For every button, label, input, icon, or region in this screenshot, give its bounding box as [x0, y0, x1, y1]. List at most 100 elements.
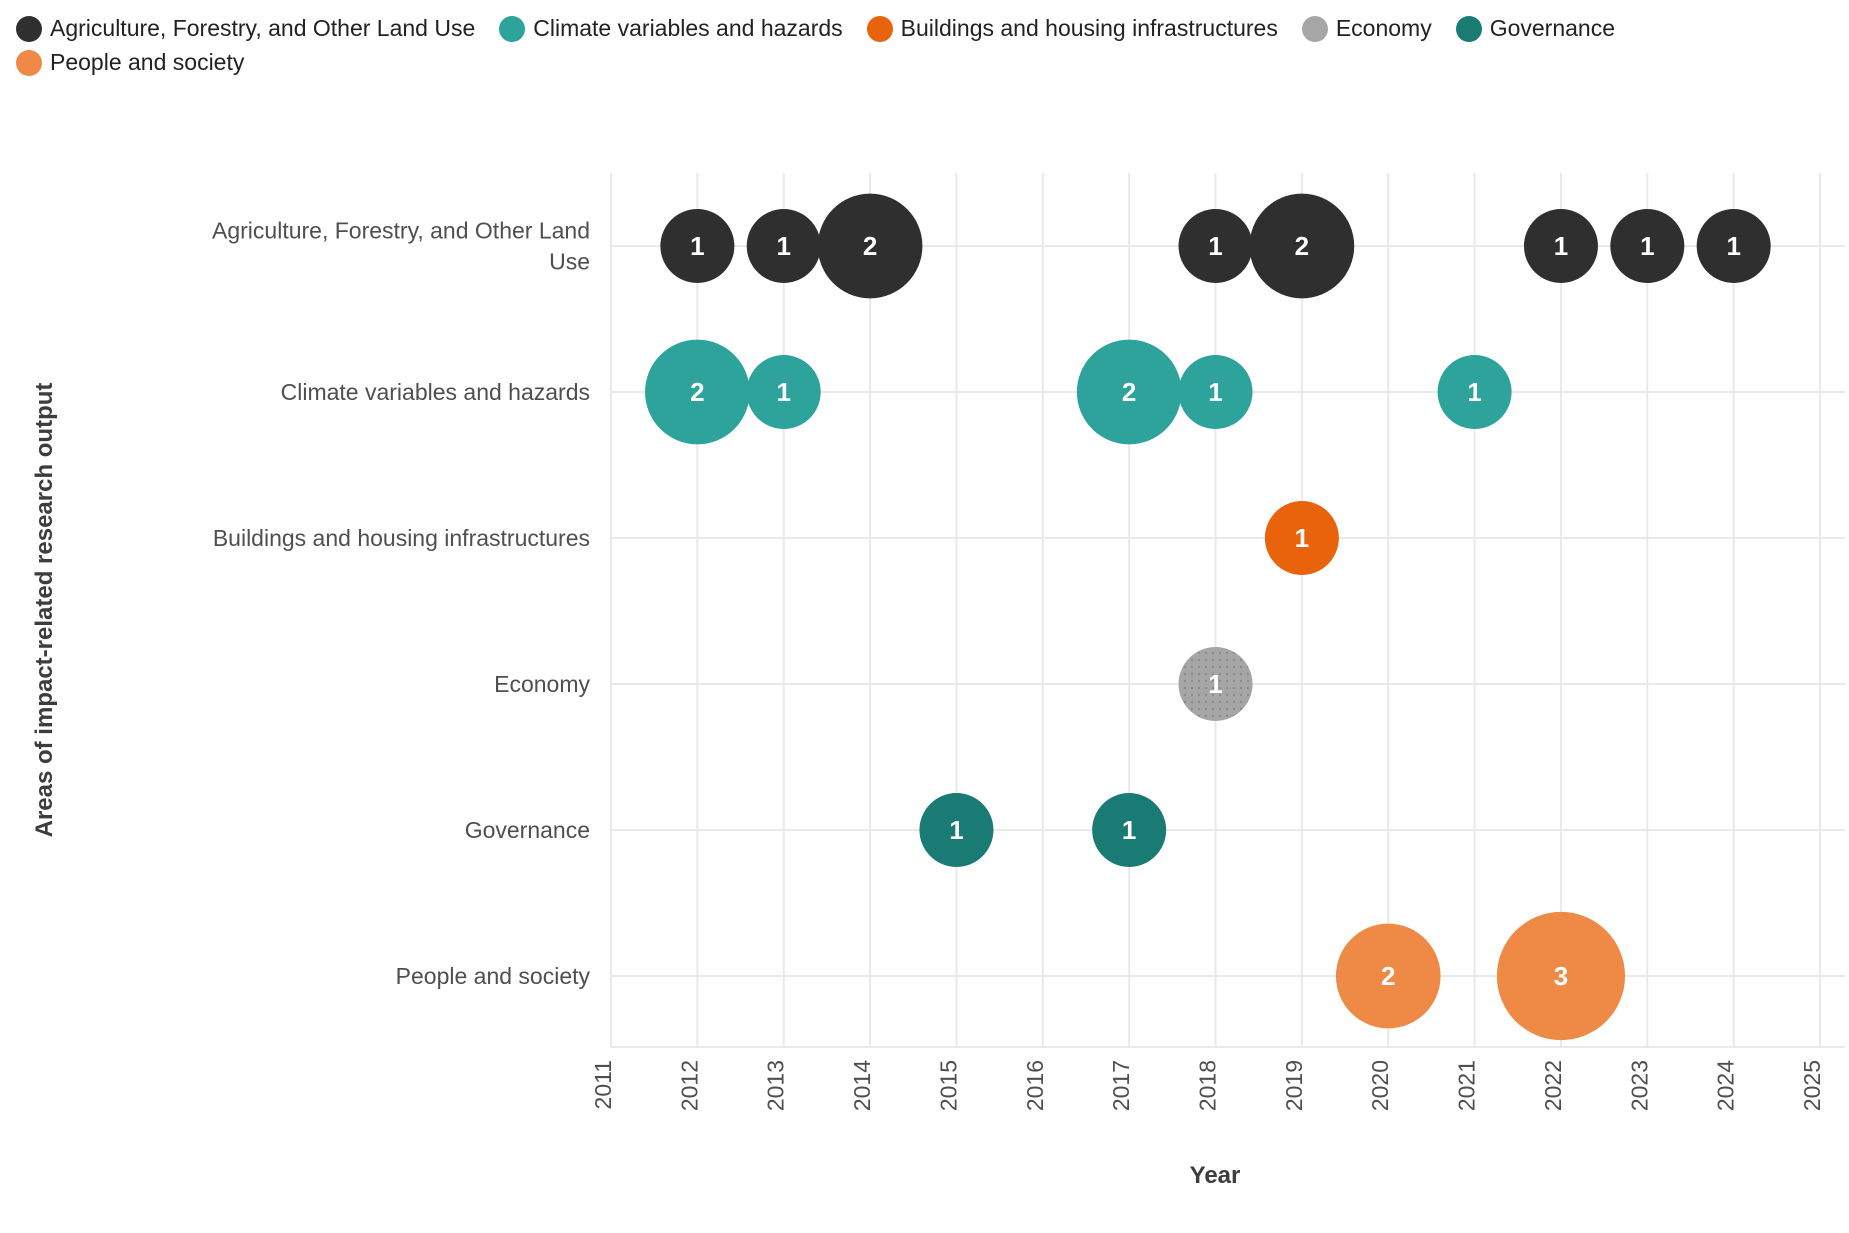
bubble-circle[interactable]: [1178, 209, 1253, 283]
bubble-count-label: 2: [1381, 961, 1395, 991]
bubble-count-label: 2: [1295, 231, 1309, 261]
bubble-circle[interactable]: [1335, 923, 1441, 1029]
bubble-count-label: 1: [1208, 669, 1222, 699]
y-category-label: Climate variables and hazards: [281, 379, 590, 405]
bubble-count-label: 1: [949, 815, 963, 845]
x-tick-label: 2012: [676, 1060, 702, 1111]
data-bubble[interactable]: 2: [817, 193, 923, 299]
x-tick-label: 2024: [1713, 1060, 1739, 1111]
bubble-circle[interactable]: [746, 209, 821, 283]
bubble-count-label: 1: [776, 231, 790, 261]
x-tick-label: 2016: [1022, 1060, 1048, 1111]
y-category-label: Agriculture, Forestry, and Other Land Use: [212, 218, 590, 275]
bubble-circle[interactable]: [1437, 355, 1512, 429]
bubble-count-label: 1: [776, 377, 790, 407]
x-tick-label: 2019: [1281, 1060, 1307, 1111]
bubble-count-label: 2: [863, 231, 877, 261]
bubble-count-label: 2: [1122, 377, 1136, 407]
bubble-circle[interactable]: [817, 193, 923, 299]
axis-labels: Agriculture, Forestry, and Other Land Use…: [31, 218, 1825, 1190]
x-tick-label: 2018: [1195, 1060, 1221, 1111]
x-tick-label: 2025: [1799, 1060, 1825, 1111]
legend-swatch-icon: [16, 15, 42, 42]
legend-item[interactable]: Governance: [1455, 12, 1616, 45]
data-bubble[interactable]: 2: [645, 339, 750, 445]
bubble-circle[interactable]: [1523, 209, 1598, 283]
x-tick-label: 2022: [1540, 1060, 1566, 1111]
bubble-count-label: 2: [690, 377, 704, 407]
bubble-circle[interactable]: [1496, 911, 1626, 1041]
data-bubble[interactable]: 1: [1437, 355, 1512, 429]
data-bubble[interactable]: 2: [1249, 193, 1355, 299]
legend-item[interactable]: Economy: [1301, 12, 1432, 45]
legend-swatch-icon: [1301, 15, 1328, 42]
bubble-circle[interactable]: [660, 209, 735, 283]
bubble-count-label: 1: [1122, 815, 1136, 845]
data-bubble[interactable]: 1: [660, 209, 735, 283]
bubble-circle[interactable]: [1178, 647, 1253, 721]
bubble-count-label: 1: [1640, 231, 1654, 261]
legend-swatch-icon: [1455, 15, 1482, 42]
bubble-count-label: 1: [1554, 231, 1568, 261]
x-tick-label: 2015: [935, 1060, 961, 1111]
y-category-label: Economy: [494, 671, 590, 697]
y-category-label-line: Use: [549, 249, 590, 275]
x-tick-label: 2014: [849, 1060, 875, 1111]
x-tick-label: 2020: [1367, 1060, 1393, 1111]
y-category-label: Governance: [465, 817, 590, 843]
x-tick-label: 2017: [1108, 1060, 1134, 1111]
bubble-circle[interactable]: [1092, 793, 1167, 867]
data-bubble[interactable]: 2: [1335, 923, 1441, 1029]
data-bubble[interactable]: 1: [1610, 209, 1685, 283]
x-tick-label: 2023: [1626, 1060, 1652, 1111]
bubble-count-label: 1: [1208, 377, 1222, 407]
y-category-label: People and society: [396, 963, 591, 989]
legend-item-label: Governance: [1489, 15, 1616, 41]
bubble-circle[interactable]: [1696, 209, 1771, 283]
data-bubble[interactable]: 1: [1523, 209, 1598, 283]
y-axis-title: Areas of impact-related research output: [31, 383, 58, 838]
data-bubble[interactable]: 1: [1264, 501, 1339, 575]
legend-item[interactable]: People and society: [16, 46, 244, 79]
data-bubble[interactable]: 1: [1696, 209, 1771, 283]
bubble-circle[interactable]: [746, 355, 821, 429]
data-bubble[interactable]: 1: [746, 355, 821, 429]
data-bubble[interactable]: 1: [746, 209, 821, 283]
data-bubble[interactable]: 1: [1092, 793, 1167, 867]
bubble-circle[interactable]: [1249, 193, 1355, 299]
bubble-circle[interactable]: [1264, 501, 1339, 575]
bubble-circle[interactable]: [645, 339, 750, 445]
legend-swatch-icon: [16, 49, 42, 76]
legend-item-label: Economy: [1335, 15, 1432, 41]
bubble-circle[interactable]: [1610, 209, 1685, 283]
legend-item-label: Agriculture, Forestry, and Other Land Us…: [50, 15, 476, 41]
data-bubble[interactable]: 1: [1178, 355, 1253, 429]
legend-item[interactable]: Agriculture, Forestry, and Other Land Us…: [16, 12, 475, 45]
data-bubble[interactable]: 2: [1076, 339, 1182, 445]
legend-item[interactable]: Climate variables and hazards: [499, 12, 843, 45]
bubble-count-label: 1: [1208, 231, 1222, 261]
y-category-label-line: Agriculture, Forestry, and Other Land: [212, 218, 590, 244]
bubble-circle[interactable]: [1076, 339, 1182, 445]
bubble-circle[interactable]: [1178, 355, 1253, 429]
chart-legend: Agriculture, Forestry, and Other Land Us…: [16, 12, 1616, 79]
x-tick-label: 2013: [763, 1060, 789, 1111]
data-bubble[interactable]: 1: [1178, 647, 1253, 721]
y-category-label: Buildings and housing infrastructures: [213, 525, 590, 551]
legend-item-label: People and society: [50, 49, 245, 75]
legend-item-label: Buildings and housing infrastructures: [900, 15, 1278, 41]
x-tick-label: 2011: [590, 1060, 616, 1109]
legend-item[interactable]: Buildings and housing infrastructures: [866, 12, 1278, 45]
bubble-count-label: 1: [1726, 231, 1740, 261]
x-tick-label: 2021: [1454, 1060, 1480, 1111]
bubble-count-label: 1: [690, 231, 704, 261]
legend-item-label: Climate variables and hazards: [533, 15, 843, 41]
bubble-count-label: 1: [1295, 523, 1309, 553]
bubble-count-label: 1: [1467, 377, 1481, 407]
grid-lines: [610, 173, 1845, 1048]
bubble-circle[interactable]: [919, 793, 994, 867]
data-bubble[interactable]: 1: [1178, 209, 1253, 283]
data-bubble[interactable]: 1: [919, 793, 994, 867]
data-bubble[interactable]: 3: [1496, 911, 1626, 1041]
